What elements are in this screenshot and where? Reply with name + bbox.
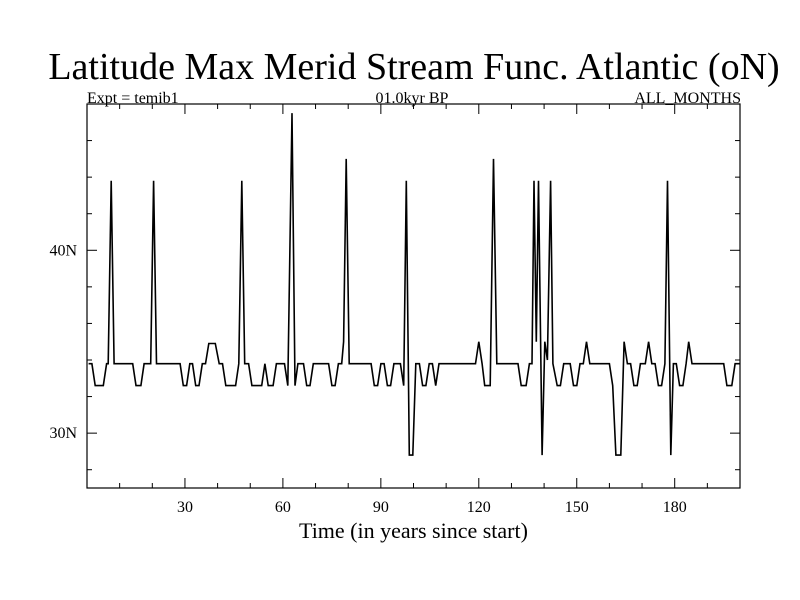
x-tick-label: 150: [565, 499, 589, 516]
x-tick-label: 90: [373, 499, 389, 516]
x-axis-label: Time (in years since start): [299, 518, 528, 543]
y-tick-label: 30N: [49, 425, 77, 442]
months-label: ALL_MONTHS: [634, 90, 741, 107]
x-tick-label: 60: [275, 499, 291, 516]
chart-title: Latitude Max Merid Stream Func. Atlantic…: [48, 46, 780, 88]
y-axis-ticks: 30N 40N: [49, 242, 740, 442]
x-tick-label: 120: [467, 499, 491, 516]
x-axis-ticks: 30 60 90 120 150 180: [177, 104, 687, 516]
minor-ticks: [87, 104, 740, 488]
x-tick-label: 30: [177, 499, 193, 516]
experiment-label: Expt = temib1: [87, 90, 179, 107]
y-tick-label: 40N: [49, 242, 77, 259]
series-line: [88, 113, 740, 456]
series-layer: [88, 113, 740, 456]
period-label: 01.0kyr BP: [375, 90, 449, 107]
x-tick-label: 180: [663, 499, 687, 516]
